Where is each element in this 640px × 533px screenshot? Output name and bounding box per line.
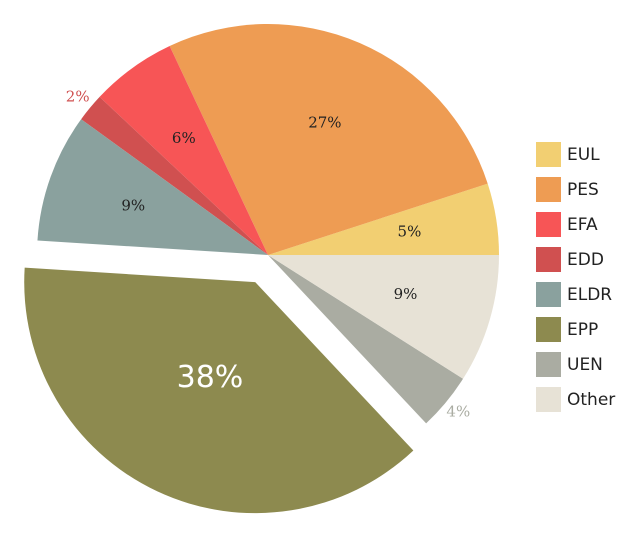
slice-edd [81, 96, 269, 255]
legend-item-other: Other [536, 387, 615, 412]
legend-label-uen: UEN [567, 354, 603, 375]
pie-slices [24, 23, 499, 514]
legend-label-other: Other [567, 389, 616, 410]
data-label-uen: 4% [446, 402, 470, 420]
slice-pes [169, 23, 488, 255]
data-label-other: 9% [394, 285, 418, 303]
slice-efa [99, 45, 268, 255]
chart-legend: EUL PES EFA EDD ELDR EPP UEN Other [536, 142, 615, 412]
legend-item-pes: PES [536, 177, 615, 202]
legend-swatch-edd [536, 247, 561, 272]
legend-item-uen: UEN [536, 352, 615, 377]
legend-item-eldr: ELDR [536, 282, 615, 307]
legend-item-edd: EDD [536, 247, 615, 272]
slice-eldr [37, 119, 268, 255]
data-label-eul: 5% [398, 223, 422, 241]
legend-swatch-uen [536, 352, 561, 377]
legend-swatch-eul [536, 142, 561, 167]
slice-uen [268, 255, 464, 424]
data-label-edd: 2% [66, 88, 90, 106]
legend-swatch-eldr [536, 282, 561, 307]
legend-item-eul: EUL [536, 142, 615, 167]
slice-epp [24, 267, 414, 514]
legend-label-edd: EDD [567, 249, 604, 270]
legend-label-pes: PES [567, 179, 599, 200]
data-label-pes: 27% [308, 114, 341, 132]
legend-swatch-efa [536, 212, 561, 237]
slice-eul [268, 183, 499, 255]
legend-swatch-pes [536, 177, 561, 202]
legend-label-efa: EFA [567, 214, 598, 235]
legend-label-eldr: ELDR [567, 284, 613, 305]
legend-swatch-epp [536, 317, 561, 342]
pie-labels: 5% 27% 6% 2% 9% 38% 4% 9% [66, 88, 470, 421]
legend-item-efa: EFA [536, 212, 615, 237]
legend-swatch-other [536, 387, 561, 412]
legend-label-eul: EUL [567, 144, 600, 165]
data-label-epp: 38% [177, 360, 244, 395]
legend-item-epp: EPP [536, 317, 615, 342]
data-label-efa: 6% [172, 129, 196, 147]
legend-label-epp: EPP [567, 319, 599, 340]
data-label-eldr: 9% [121, 196, 145, 214]
slice-other [268, 255, 499, 379]
